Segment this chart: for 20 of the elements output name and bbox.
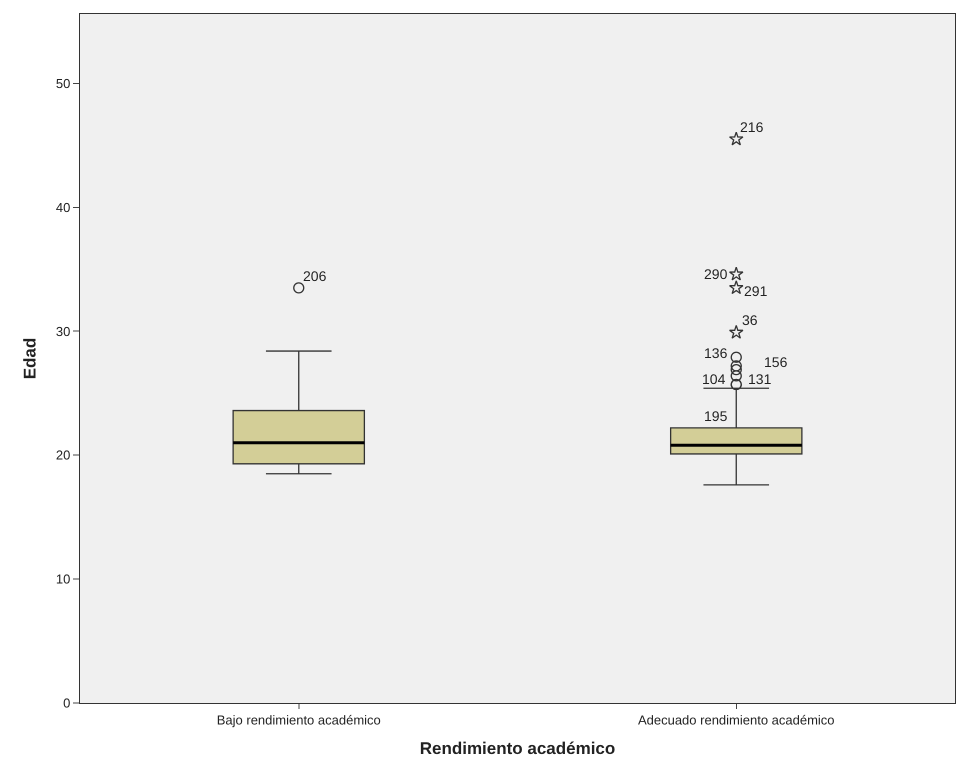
y-tick-label: 0 xyxy=(63,696,70,711)
x-axis-title: Rendimiento académico xyxy=(420,739,616,758)
annotation: 291 xyxy=(744,283,768,299)
y-tick-label: 20 xyxy=(56,448,70,463)
y-axis-title: Edad xyxy=(20,338,40,380)
annotation: 36 xyxy=(742,312,758,328)
annotation: 104 xyxy=(702,371,726,387)
annotation: 131 xyxy=(748,371,772,387)
y-tick-label: 10 xyxy=(56,572,70,587)
x-tick-label: Bajo rendimiento académico xyxy=(216,712,381,728)
annotation: 290 xyxy=(704,266,728,282)
y-tick-label: 40 xyxy=(56,200,70,215)
x-tick-label: Adecuado rendimiento académico xyxy=(638,712,835,728)
annotation: 216 xyxy=(740,119,764,135)
annotation: 136 xyxy=(704,345,728,361)
annotation: 206 xyxy=(303,268,327,284)
y-tick-label: 50 xyxy=(56,76,70,91)
annotation: 156 xyxy=(764,354,788,370)
annotation: 195 xyxy=(704,408,728,424)
y-tick-label: 30 xyxy=(56,324,70,339)
